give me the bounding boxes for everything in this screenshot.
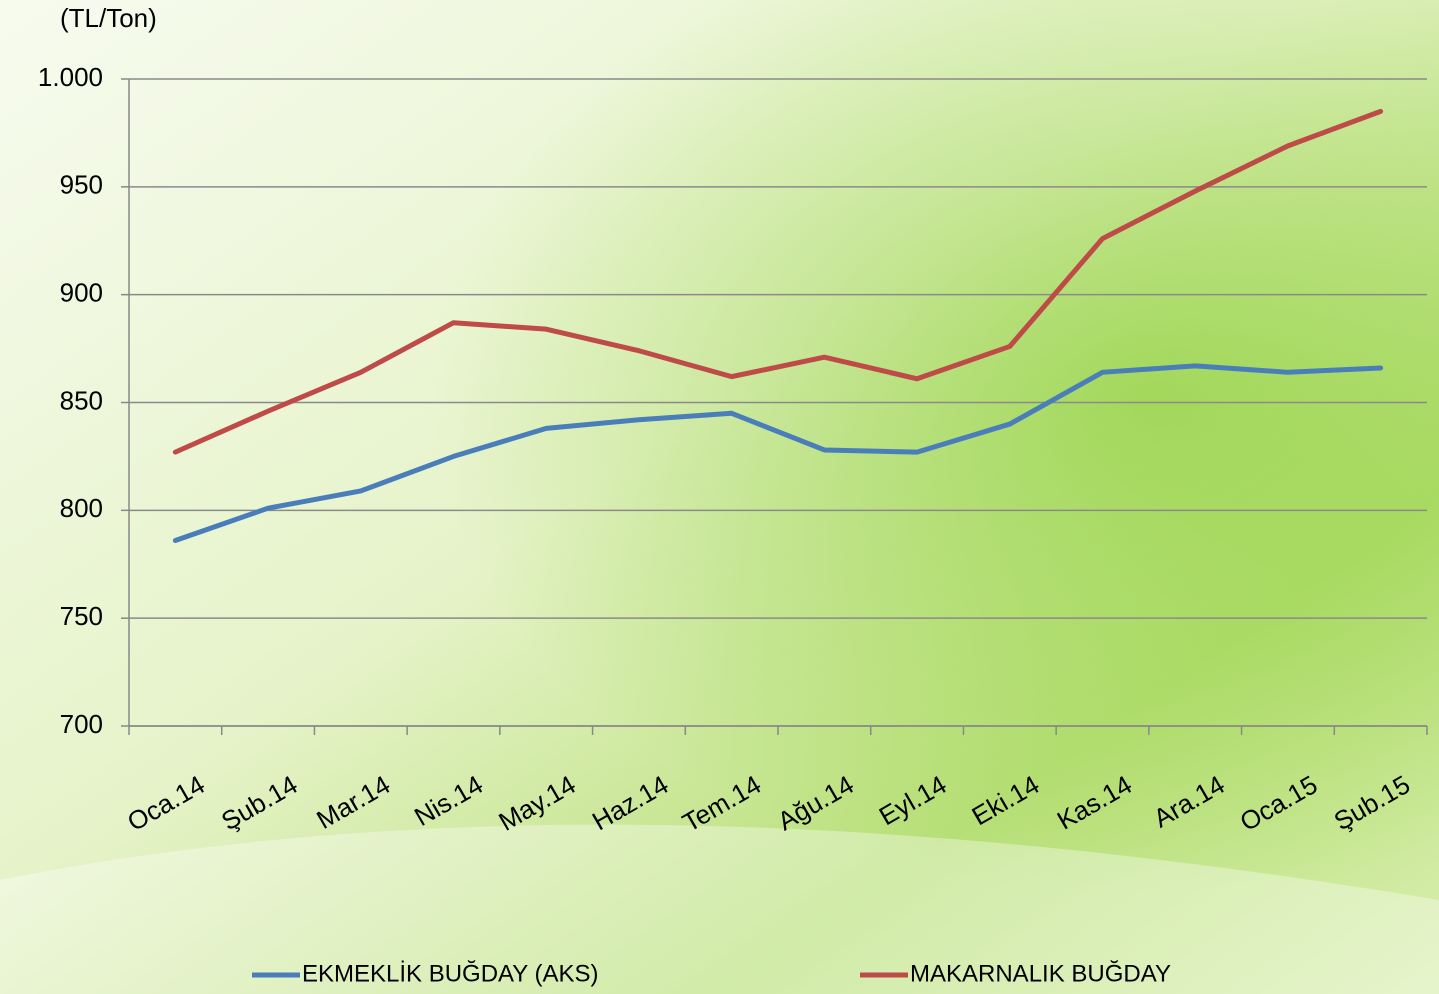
series-line bbox=[172, 108, 1384, 455]
series-line bbox=[172, 363, 1384, 544]
legend-label: MAKARNALIK BUĞDAY bbox=[910, 960, 1171, 987]
legend-label: EKMEKLİK BUĞDAY (AKS) bbox=[302, 960, 599, 987]
y-tick-label: 800 bbox=[60, 493, 103, 523]
y-tick-label: 850 bbox=[60, 385, 103, 415]
y-tick-label: 1.000 bbox=[38, 62, 103, 92]
y-tick-label: 950 bbox=[60, 170, 103, 200]
y-tick-label: 750 bbox=[60, 601, 103, 631]
y-tick-label: 700 bbox=[60, 709, 103, 739]
background-swoosh bbox=[0, 824, 1439, 994]
y-axis-label: (TL/Ton) bbox=[60, 3, 157, 33]
y-tick-label: 900 bbox=[60, 278, 103, 308]
